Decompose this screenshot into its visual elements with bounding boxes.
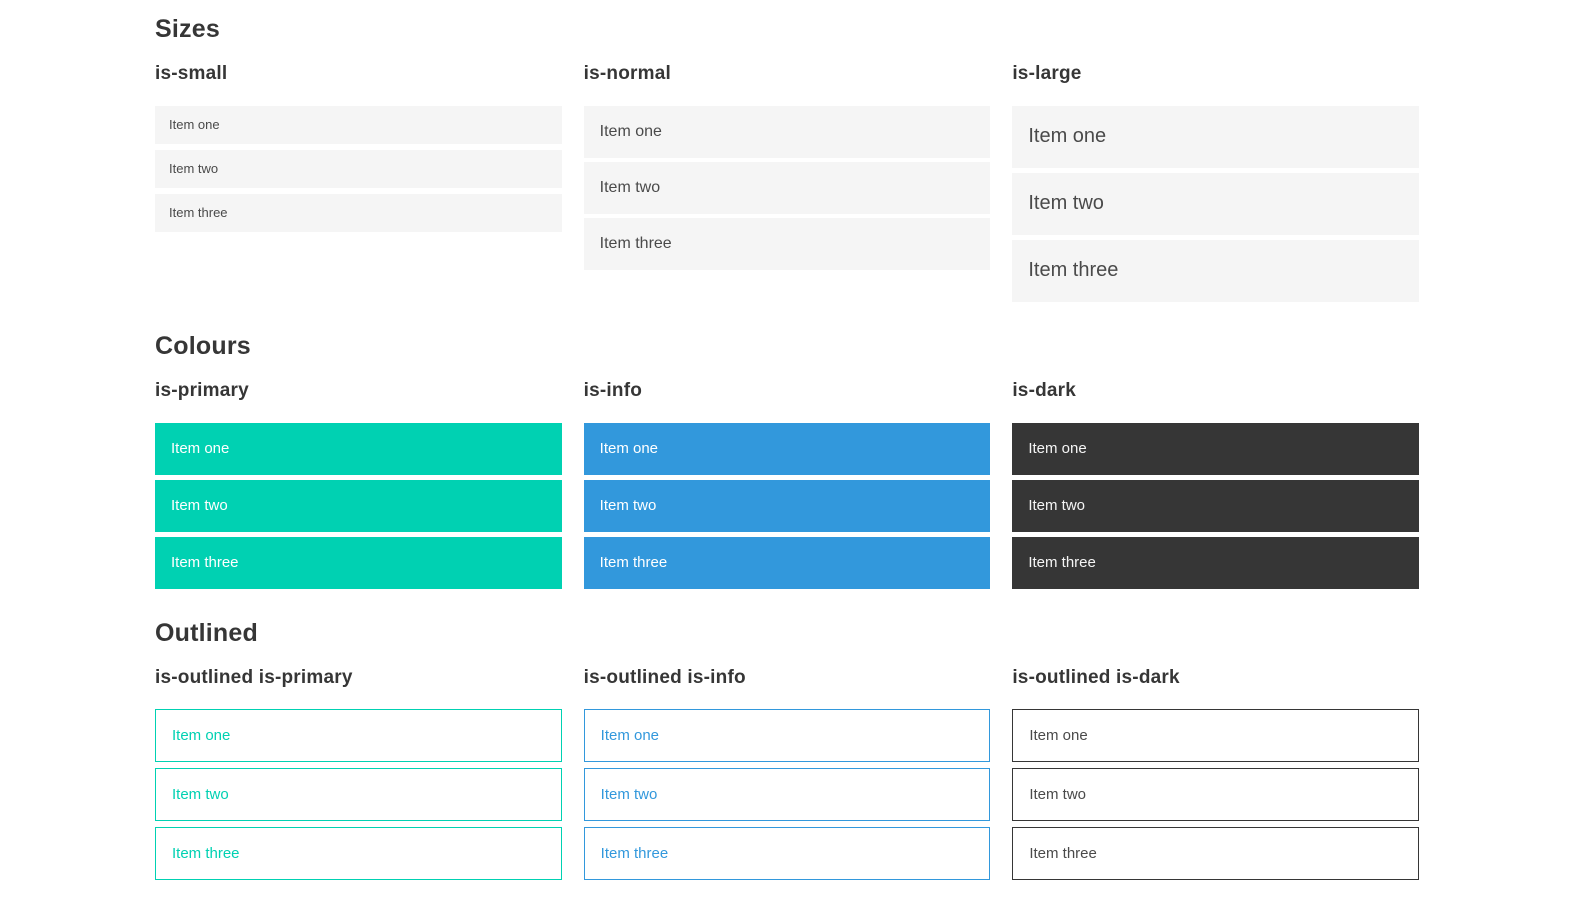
column-heading-primary: is-primary [155, 379, 249, 401]
list-item[interactable]: Item three [1012, 827, 1419, 881]
list-item[interactable]: Item two [1012, 768, 1419, 822]
list-item[interactable]: Item two [583, 768, 991, 822]
columns-colours: is-primary Item one Item two Item three is-i… [155, 380, 1419, 594]
item-list-outlined-primary: Item one Item two Item three [155, 709, 562, 881]
list-item[interactable]: Item one [155, 422, 562, 475]
column-large: is-large Item one Item two Item three [1012, 63, 1419, 307]
item-list-outlined-dark: Item one Item two Item three [1012, 709, 1419, 881]
column-outlined-info: is-outlined is-info Item one Item two Item … [583, 666, 991, 887]
section-title-colours: Colours [155, 331, 251, 360]
section-sizes: Sizes is-small Item one Item two Item three i… [155, 14, 1419, 307]
item-list-primary: Item one Item two Item three [155, 422, 562, 589]
section-title-outlined: Outlined [155, 618, 258, 647]
section-title-sizes: Sizes [155, 15, 220, 43]
list-item[interactable]: Item three [155, 536, 562, 589]
list-item[interactable]: Item two [583, 161, 991, 214]
column-outlined-primary: is-outlined is-primary Item one Item two It… [155, 667, 562, 887]
column-heading-outlined-info: is-outlined is-info [583, 666, 746, 688]
column-heading-info: is-info [583, 379, 643, 401]
list-item[interactable]: Item three [583, 217, 991, 270]
column-heading-normal: is-normal [583, 63, 671, 84]
list-item[interactable]: Item two [155, 768, 562, 822]
sections-root: Sizes is-small Item one Item two Item three i… [155, 14, 1419, 886]
column-dark: is-dark Item one Item two Item three [1012, 380, 1419, 594]
section-colours: Colours is-primary Item one Item two Item th… [155, 331, 1419, 594]
column-heading-outlined-dark: is-outlined is-dark [1012, 666, 1180, 688]
list-item[interactable]: Item one [583, 422, 991, 475]
column-outlined-dark: is-outlined is-dark Item one Item two Item … [1012, 667, 1419, 887]
list-item[interactable]: Item one [1012, 105, 1419, 168]
list-item[interactable]: Item three [1012, 239, 1419, 302]
item-list-large: Item one Item two Item three [1012, 105, 1419, 302]
column-small: is-small Item one Item two Item three [155, 63, 562, 238]
list-item[interactable]: Item one [155, 709, 562, 763]
item-list-dark: Item one Item two Item three [1012, 422, 1419, 589]
list-item[interactable]: Item three [583, 827, 991, 881]
list-item[interactable]: Item one [155, 105, 562, 144]
column-heading-outlined-primary: is-outlined is-primary [155, 666, 353, 688]
list-item[interactable]: Item one [583, 709, 991, 763]
column-normal: is-normal Item one Item two Item three [583, 63, 991, 274]
list-item[interactable]: Item two [1012, 172, 1419, 235]
section-outlined: Outlined is-outlined is-primary Item one It… [155, 618, 1419, 887]
list-item[interactable]: Item one [1012, 422, 1419, 475]
list-item[interactable]: Item two [1012, 479, 1419, 532]
column-info: is-info Item one Item two Item three [583, 379, 991, 594]
columns-outlined: is-outlined is-primary Item one Item two It… [155, 667, 1419, 887]
list-item[interactable]: Item three [155, 193, 562, 232]
list-item[interactable]: Item two [155, 149, 562, 188]
list-item[interactable]: Item one [583, 105, 991, 158]
list-item[interactable]: Item three [583, 536, 991, 589]
showcase-content: Sizes is-small Item one Item two Item three i… [155, 0, 1419, 886]
list-item[interactable]: Item two [583, 479, 991, 532]
column-heading-large: is-large [1012, 63, 1082, 84]
column-heading-dark: is-dark [1012, 379, 1077, 401]
item-list-normal: Item one Item two Item three [583, 105, 991, 270]
list-item[interactable]: Item two [155, 479, 562, 532]
list-item[interactable]: Item three [155, 827, 562, 881]
column-primary: is-primary Item one Item two Item three [155, 380, 562, 594]
columns-sizes: is-small Item one Item two Item three is-nor… [155, 63, 1419, 307]
item-list-outlined-info: Item one Item two Item three [583, 709, 991, 881]
item-list-small: Item one Item two Item three [155, 105, 562, 232]
list-item[interactable]: Item one [1012, 709, 1419, 763]
column-heading-small: is-small [155, 63, 228, 84]
item-list-info: Item one Item two Item three [583, 422, 991, 589]
list-item[interactable]: Item three [1012, 536, 1419, 589]
